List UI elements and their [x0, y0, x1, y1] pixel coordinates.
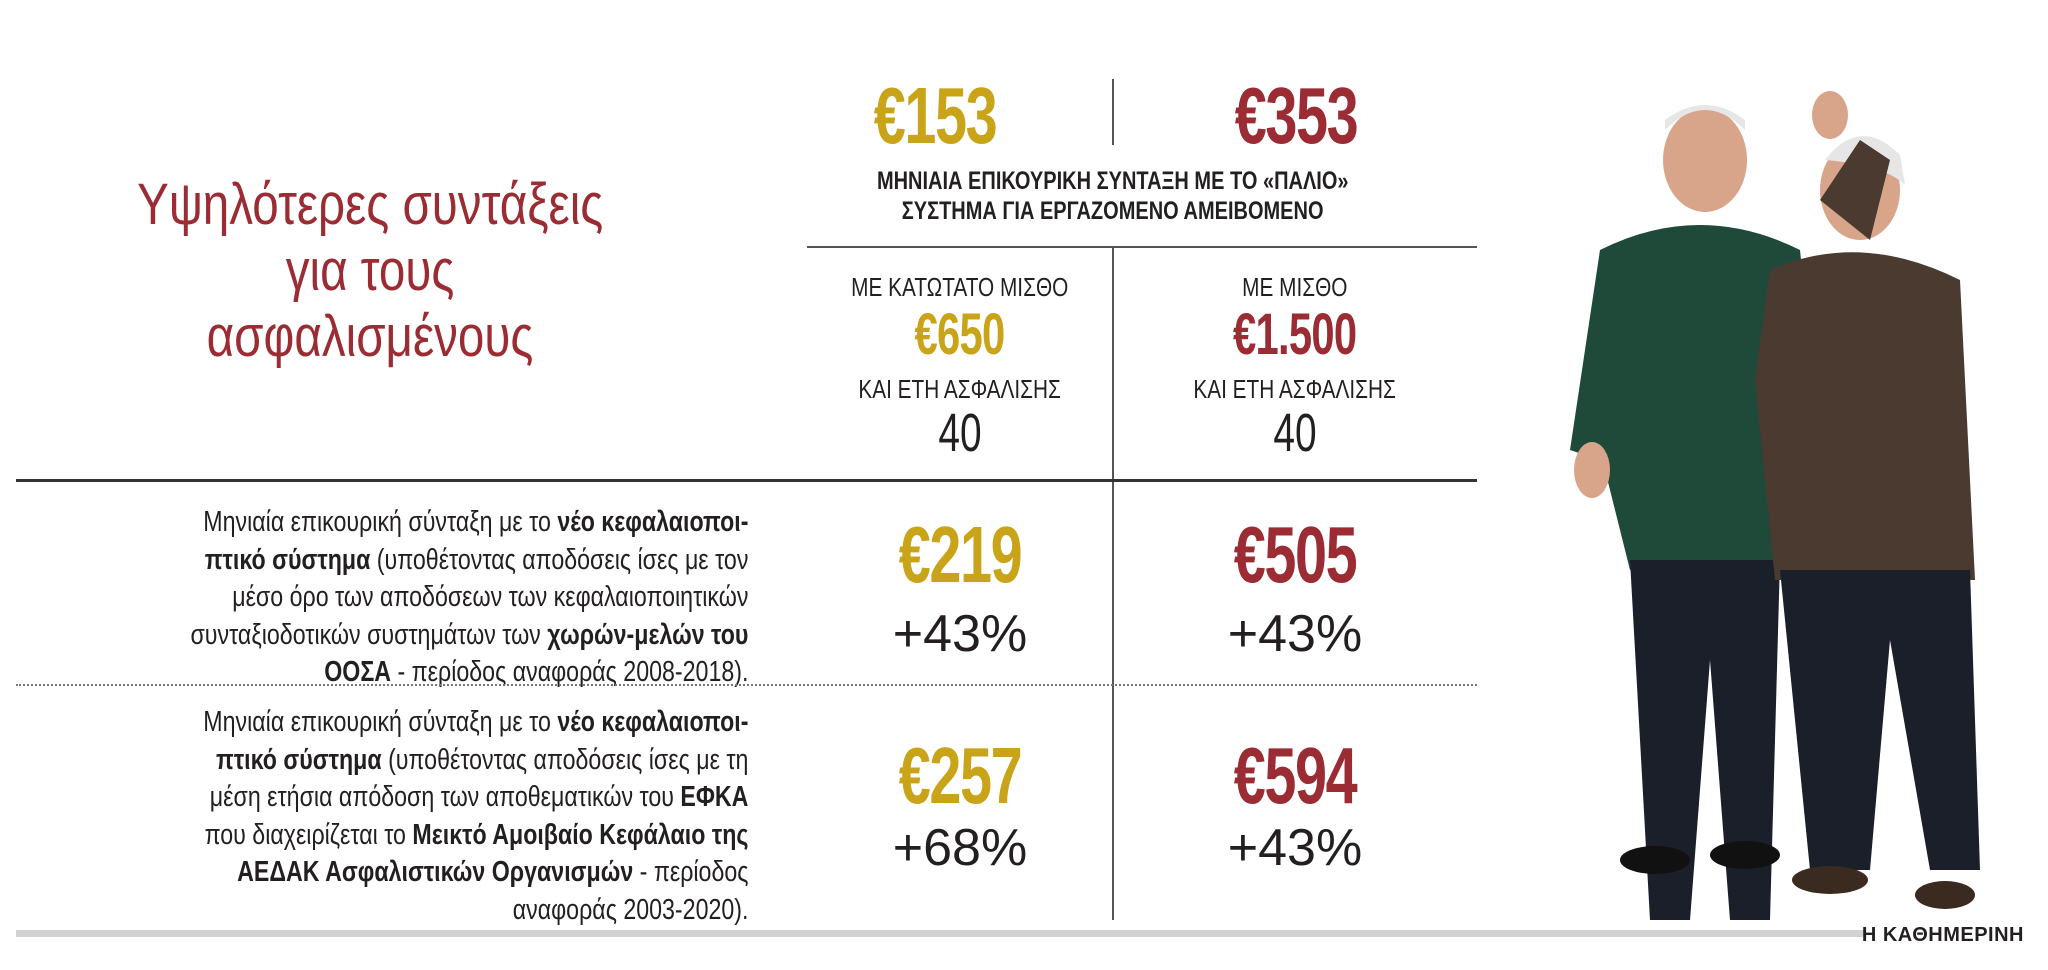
text: Μηνιαία επικουρική σύνταξη με το	[202, 706, 557, 738]
description-line: που διαχειρίζεται το Μεικτό Αμοιβαίο Κεφ…	[203, 817, 748, 855]
row-divider	[16, 684, 1477, 686]
description-line: πτικό σύστημα (υποθέτοντας αποδόσεις ίσε…	[203, 742, 748, 780]
description-line: Μηνιαία επικουρική σύνταξη με το νέο κεφ…	[190, 504, 748, 542]
row-1-high-value: €505	[1233, 510, 1358, 599]
row-1-low-change: +43%	[892, 605, 1028, 663]
title-line-1: Υψηλότερες συντάξεις	[136, 172, 604, 237]
bold-text: νέο κεφαλαιοποι-	[556, 706, 748, 738]
bold-text: ΟΟΣΑ	[323, 656, 391, 688]
text: που διαχειρίζεται το	[204, 818, 412, 851]
divider	[1112, 79, 1114, 145]
bold-text: πτικό σύστημα	[215, 743, 382, 776]
man-green-sweater	[1570, 105, 1820, 920]
description-line: ΟΟΣΑ - περίοδος αναφοράς 2008-2018).	[190, 654, 748, 692]
table-header-rule	[16, 479, 1477, 482]
text: συνταξιοδοτικών συστημάτων των	[190, 618, 547, 651]
description-line: πτικό σύστημα (υποθέτοντας αποδόσεις ίσε…	[190, 542, 748, 580]
column-high-years-label: ΚΑΙ ΕΤΗ ΑΣΦΑΛΙΣΗΣ	[1193, 374, 1397, 404]
row-2-high-value: €594	[1233, 731, 1358, 820]
text: (υποθέτοντας αποδόσεις ίσες με τη	[381, 743, 748, 776]
row-2-description: Μηνιαία επικουρική σύνταξη με το νέο κεφ…	[203, 704, 748, 929]
column-high-years: 40	[1273, 403, 1317, 463]
description-line: συνταξιοδοτικών συστημάτων των χωρών-μελ…	[190, 617, 748, 655]
text: - περίοδος αναφοράς 2008-2018).	[390, 656, 748, 688]
description-line: μέση ετήσια απόδοση των αποθεματικών του…	[203, 779, 748, 817]
row-2-low-value: €257	[898, 731, 1023, 820]
footer-bar	[16, 930, 1866, 937]
column-low-years-label: ΚΑΙ ΕΤΗ ΑΣΦΑΛΙΣΗΣ	[858, 374, 1062, 404]
description-line: Μηνιαία επικουρική σύνταξη με το νέο κεφ…	[203, 704, 748, 742]
row-1-description: Μηνιαία επικουρική σύνταξη με το νέο κεφ…	[190, 504, 748, 692]
text: αναφοράς 2003-2020).	[512, 893, 748, 926]
bold-text: Μεικτό Αμοιβαίο Κεφάλαιο της	[411, 818, 748, 851]
column-divider	[1112, 248, 1114, 920]
description-line: ΑΕΔΑΚ Ασφαλιστικών Οργανισμών - περίοδος	[203, 854, 748, 892]
page-title: Υψηλότερες συντάξεις για τους ασφαλισμέν…	[60, 172, 680, 370]
column-high-salary-label: ΜΕ ΜΙΣΘΟ	[1242, 272, 1348, 302]
row-1-high-change: +43%	[1227, 605, 1363, 663]
elderly-men-photo	[1570, 91, 1980, 920]
text: (υποθέτοντας αποδόσεις ίσες με τον	[369, 543, 748, 576]
text: μέσο όρο των αποδόσεων των κεφαλαιοποιητ…	[231, 581, 748, 613]
publisher-logo: Η ΚΑΘΗΜΕΡΙΝΗ	[1861, 924, 2024, 946]
column-low-years: 40	[938, 403, 982, 463]
bold-text: νέο κεφαλαιοποι-	[556, 506, 748, 538]
title-line-2: για τους ασφαλισμένους	[206, 238, 534, 369]
row-1-low-value: €219	[898, 510, 1023, 599]
column-low-salary: €650	[914, 302, 1006, 367]
row-2-low-change: +68%	[892, 819, 1028, 877]
row-2-high-change: +43%	[1227, 819, 1363, 877]
text: Μηνιαία επικουρική σύνταξη με το	[202, 506, 557, 538]
old-system-caption: ΜΗΝΙΑΙΑ ΕΠΙΚΟΥΡΙΚΗ ΣΥΝΤΑΞΗ ΜΕ ΤΟ «ΠΑΛΙΟ»…	[877, 167, 1349, 225]
old-low-value: €153	[873, 71, 998, 160]
description-line: αναφοράς 2003-2020).	[203, 892, 748, 930]
man-brown-cardigan	[1755, 91, 1980, 909]
column-high-salary: €1.500	[1233, 302, 1357, 367]
divider	[807, 246, 1477, 248]
description-line: μέσο όρο των αποδόσεων των κεφαλαιοποιητ…	[190, 579, 748, 617]
old-high-value: €353	[1234, 71, 1359, 160]
bold-text: ΕΦΚΑ	[679, 781, 748, 813]
bold-text: ΑΕΔΑΚ Ασφαλιστικών Οργανισμών	[236, 856, 633, 888]
bold-text: πτικό σύστημα	[204, 543, 370, 576]
bold-text: χωρών-μελών του	[546, 618, 748, 651]
text: - περίοδος	[632, 856, 748, 888]
column-low-salary-label: ΜΕ ΚΑΤΩΤΑΤΟ ΜΙΣΘΟ	[851, 272, 1069, 302]
text: μέση ετήσια απόδοση των αποθεματικών του	[209, 781, 680, 813]
